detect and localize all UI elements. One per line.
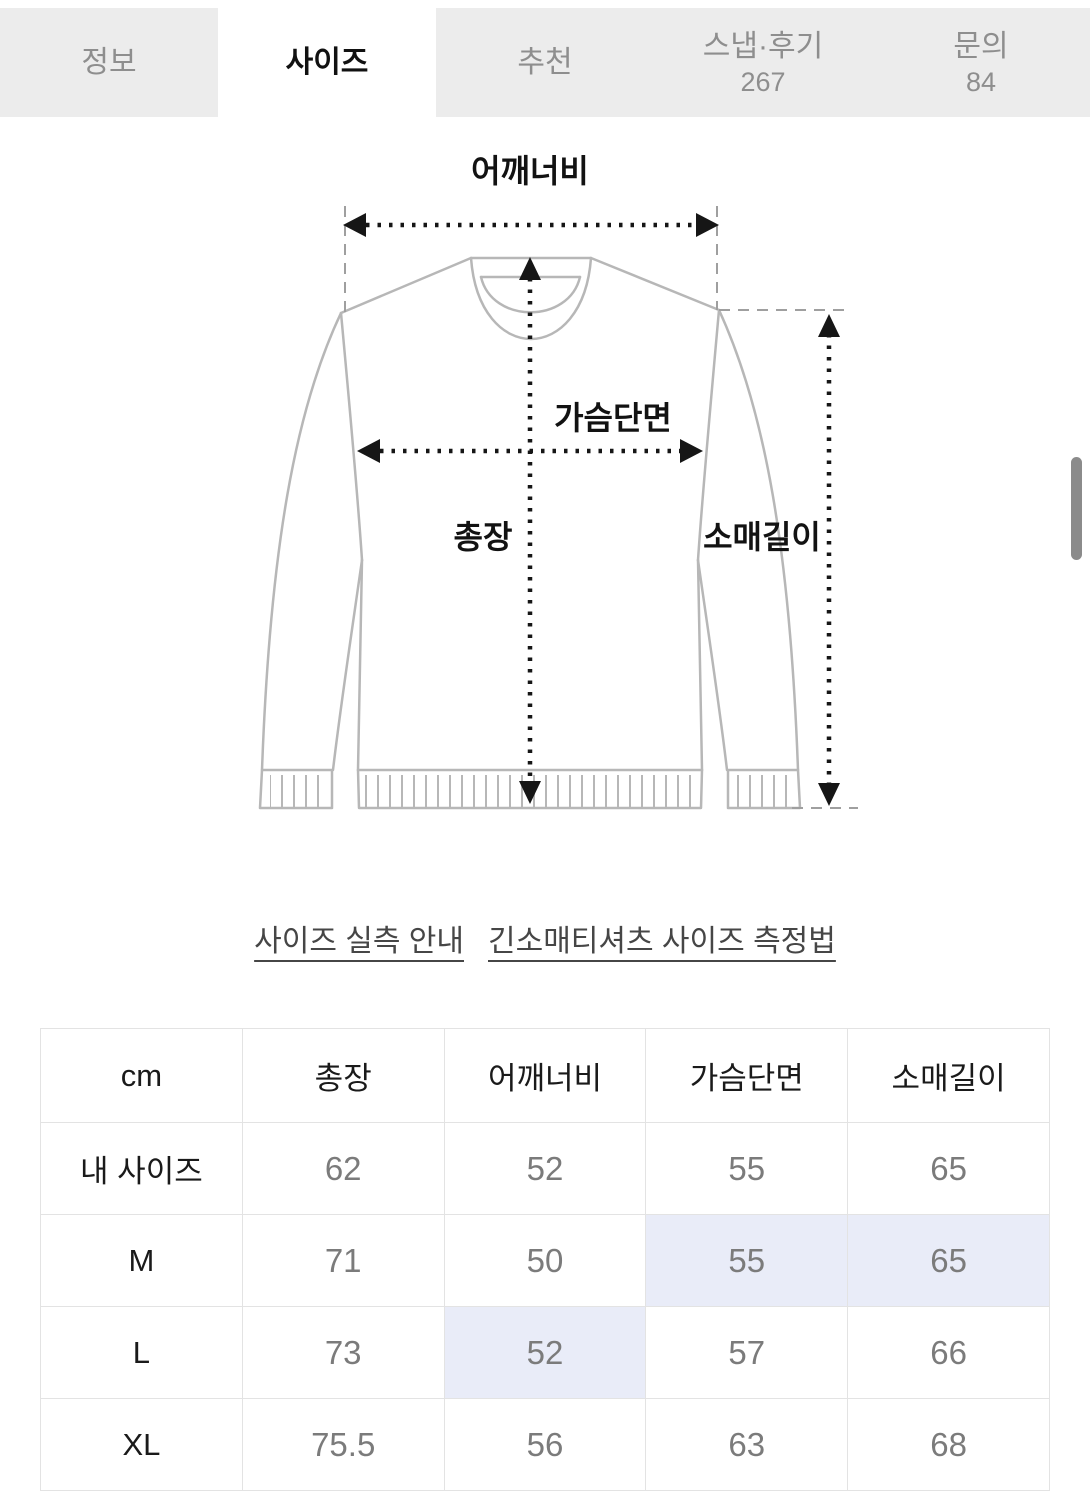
row-label: L [40,1306,243,1399]
shoulder-width-label: 어깨너비 [471,153,589,189]
table-row: L 73 52 57 66 [40,1306,1050,1399]
right-cuff-ribbing [734,775,790,808]
size-cell: 66 [847,1306,1050,1399]
sleeve-length-label: 소매길이 [703,519,821,555]
column-header-3: 가슴단면 [645,1028,849,1123]
size-cell: 57 [645,1306,849,1399]
size-cell: 65 [847,1214,1050,1307]
tab-snap-reviews[interactable]: 스냅·후기 267 [654,8,872,117]
left-cuff-ribbing [270,775,326,808]
tab-label: 추천 [517,46,573,79]
size-cell: 50 [443,1214,647,1307]
tab-size[interactable]: 사이즈 [218,8,436,117]
size-cell: 55 [645,1122,849,1215]
row-label: 내 사이즈 [40,1122,243,1215]
tab-count-badge: 84 [965,66,997,97]
measure-guide-lines [344,206,858,809]
size-cell: 62 [241,1122,445,1215]
measure-arrows [366,222,832,786]
size-cell: 68 [847,1398,1050,1491]
size-table-header: cm 총장 어깨너비 가슴단면 소매길이 [40,1028,1050,1123]
size-guide-link[interactable]: 사이즈 실측 안내 [254,925,464,958]
size-cell: 71 [241,1214,445,1307]
size-cell: 52 [443,1306,647,1399]
size-cell: 65 [847,1122,1050,1215]
row-label: XL [40,1398,243,1491]
garment-diagram-svg: 어깨너비 가슴단면 총장 소매길이 [258,153,858,810]
arrowheads [343,213,840,806]
size-table-body: 내 사이즈 62 52 55 65 M 71 50 55 65 L 73 52 57 66 XL 75.5 56 6… [40,1122,1050,1491]
tab-label: 스냅·후기 [702,29,824,63]
scrollbar-thumb[interactable] [1071,457,1082,560]
tab-recommend[interactable]: 추천 [436,8,654,117]
tab-label: 정보 [81,46,137,79]
size-cell: 55 [645,1214,849,1307]
tab-bar: 정보 사이즈 추천 스냅·후기 267 문의 84 [0,8,1090,117]
measure-method-link[interactable]: 긴소매티셔츠 사이즈 측정법 [488,925,836,958]
column-header-2: 어깨너비 [443,1028,647,1123]
tab-label: 사이즈 [285,46,369,79]
column-header-0: cm [40,1028,243,1123]
tab-info[interactable]: 정보 [0,8,218,117]
table-row: M 71 50 55 65 [40,1214,1050,1307]
size-cell: 75.5 [241,1398,445,1491]
size-cell: 52 [443,1122,647,1215]
column-header-1: 총장 [241,1028,445,1123]
tab-count-badge: 267 [740,66,786,97]
table-row: 내 사이즈 62 52 55 65 [40,1122,1050,1215]
total-length-label: 총장 [454,519,513,555]
column-header-4: 소매길이 [847,1028,1050,1123]
size-diagram: 어깨너비 가슴단면 총장 소매길이 [240,130,860,830]
table-row: XL 75.5 56 63 68 [40,1398,1050,1491]
tab-label: 문의 [953,29,1009,63]
row-label: M [40,1214,243,1307]
size-guide-links: 사이즈 실측 안내 긴소매티셔츠 사이즈 측정법 [0,916,1090,960]
size-cell: 63 [645,1398,849,1491]
tab-inquiry[interactable]: 문의 84 [872,8,1090,117]
size-cell: 73 [241,1306,445,1399]
size-cell: 56 [443,1398,647,1491]
size-table: cm 총장 어깨너비 가슴단면 소매길이 내 사이즈 62 52 55 65 M 71 50 55 65 L… [40,1028,1050,1491]
chest-width-label: 가슴단면 [554,400,672,436]
